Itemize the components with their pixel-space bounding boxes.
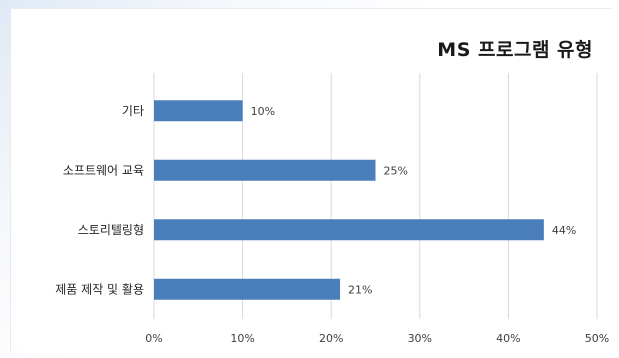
bar-chart: 0% 10% 20% 30% 40% 50% 10% 기타 25% 소프트웨어 교육 44% 스토리텔… [55,73,609,345]
bar [154,219,544,241]
bar [154,100,243,122]
category-label: 제품 제작 및 활용 [55,282,144,296]
data-label: 44% [552,224,576,237]
x-tick-label: 40% [496,332,520,345]
chart-title: MS 프로그램 유형 [437,39,593,61]
bar [154,159,376,181]
category-label: 스토리텔링형 [78,223,144,237]
data-label: 21% [348,283,372,296]
category-label: 소프트웨어 교육 [63,163,144,177]
data-label: 25% [384,164,408,177]
bar [154,278,341,300]
category-label: 기타 [122,104,144,118]
x-tick-label: 30% [408,332,432,345]
chart-panel: MS 프로그램 유형 0% 10% 20% 30% 40% 50% 10% 기타 25% 소프트웨… [10,8,611,351]
x-tick-label: 50% [585,332,609,345]
x-tick-label: 10% [230,332,254,345]
data-label: 10% [251,105,275,118]
x-tick-label: 20% [319,332,343,345]
x-tick-label: 0% [145,332,162,345]
